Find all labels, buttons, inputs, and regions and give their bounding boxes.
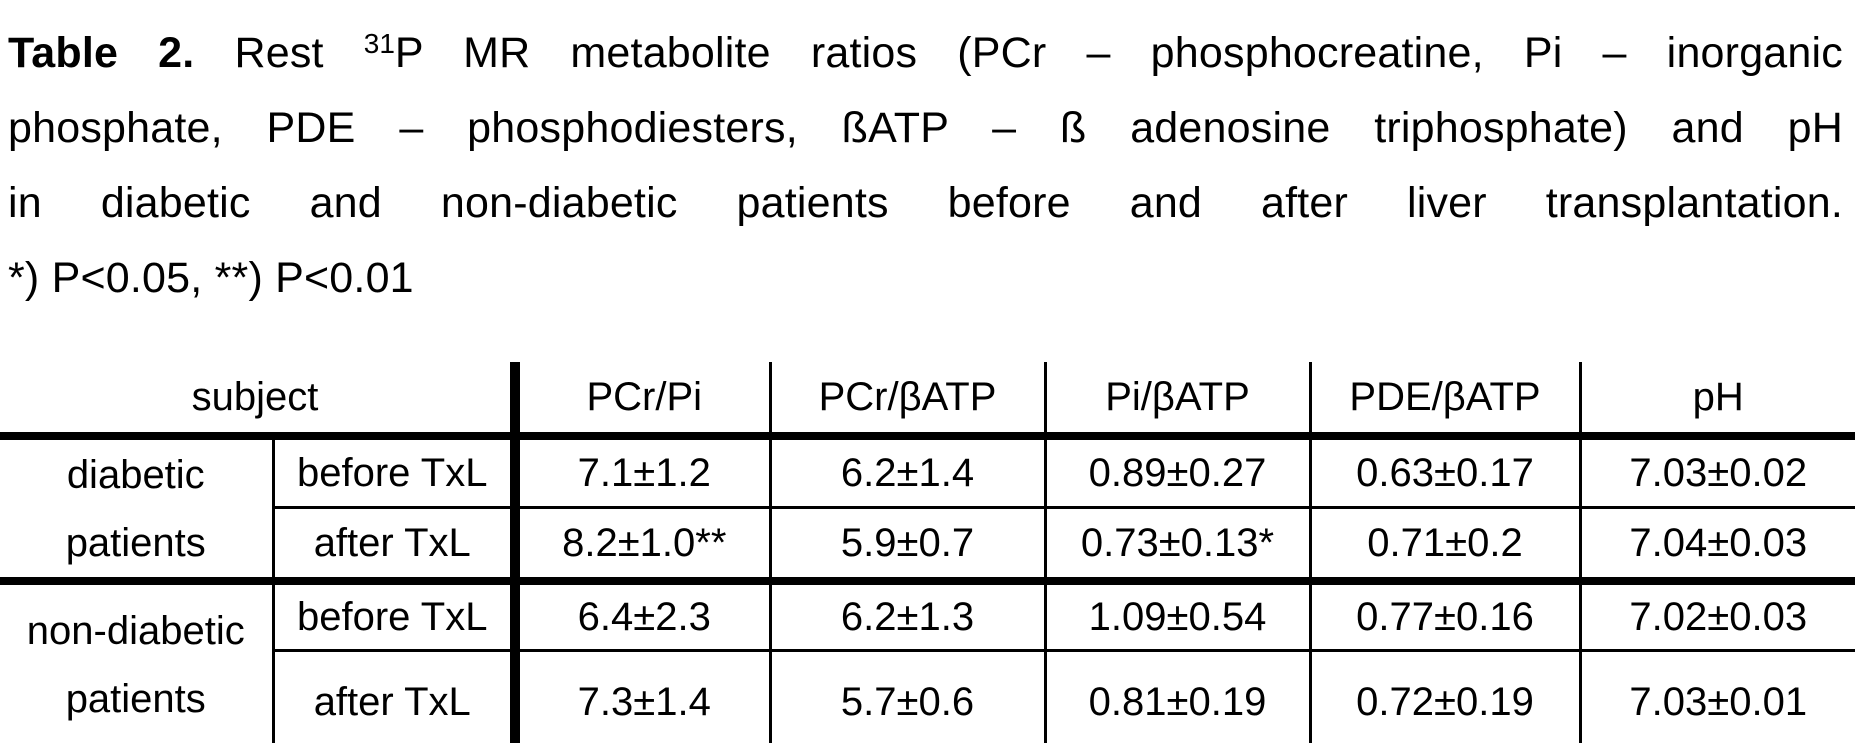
value-cell-pcr-batp: 5.7±0.6 (768, 650, 1045, 743)
condition-cell: after TxL (271, 507, 515, 585)
caption-text-post-superscript: P MR metabolite ratios (PCr – phosphocre… (394, 29, 1843, 77)
value-cell-pde-batp: 0.77±0.16 (1308, 581, 1580, 652)
group-name-line: patients (65, 676, 206, 721)
table-caption: Table 2. Rest 31P MR metabolite ratios (… (0, 0, 1855, 316)
value-cell-pde-batp: 0.72±0.19 (1308, 650, 1580, 743)
column-header-ph: pH (1578, 362, 1855, 440)
condition-cell: after TxL (271, 650, 515, 743)
column-header-pi-batp: Pi/βATP (1043, 362, 1310, 440)
caption-line-2: phosphate, PDE – phosphodiesters, ßATP –… (8, 104, 1843, 152)
group-name-line: diabetic (66, 452, 205, 497)
value-cell-pi-batp: 1.09±0.54 (1043, 581, 1310, 652)
condition-cell: before TxL (271, 581, 515, 652)
caption-label: Table 2. (8, 29, 195, 77)
caption-line-1: Table 2. Rest 31P MR metabolite ratios (… (8, 6, 1843, 91)
caption-isotope-superscript: 31 (363, 28, 395, 59)
group-name-line: patients (65, 520, 206, 565)
value-cell-ph: 7.04±0.03 (1578, 507, 1855, 585)
value-cell-pde-batp: 0.63±0.17 (1308, 436, 1580, 509)
caption-line-3: in diabetic and non-diabetic patients be… (8, 179, 1843, 227)
column-header-pcr-batp: PCr/βATP (768, 362, 1045, 440)
column-header-subject: subject (0, 362, 515, 440)
caption-text-pre-superscript: Rest (194, 29, 364, 77)
value-cell-ph: 7.02±0.03 (1578, 581, 1855, 652)
table-row-diabetic-after: after TxL 8.2±1.0** 5.9±0.7 0.73±0.13* 0… (0, 507, 1855, 585)
value-cell-pcr-pi: 8.2±1.0** (510, 507, 770, 585)
table-row-diabetic-before: diabetic patients before TxL 7.1±1.2 6.2… (0, 436, 1855, 585)
table-row-nondiabetic-after: after TxL 7.3±1.4 5.7±0.6 0.81±0.19 0.72… (0, 650, 1855, 743)
value-cell-pcr-pi: 7.1±1.2 (510, 436, 770, 509)
value-cell-pde-batp: 0.71±0.2 (1308, 507, 1580, 585)
column-header-pcr-pi: PCr/Pi (510, 362, 770, 440)
condition-cell: before TxL (271, 436, 515, 509)
value-cell-pcr-batp: 6.2±1.4 (768, 436, 1045, 509)
value-cell-pcr-pi: 7.3±1.4 (510, 650, 770, 743)
value-cell-pi-batp: 0.73±0.13* (1043, 507, 1310, 585)
value-cell-pcr-pi: 6.4±2.3 (510, 581, 770, 652)
header-row: subject PCr/Pi PCr/βATP Pi/βATP PDE/βATP… (0, 362, 1855, 440)
value-cell-pi-batp: 0.89±0.27 (1043, 436, 1310, 509)
value-cell-pcr-batp: 5.9±0.7 (768, 507, 1045, 585)
value-cell-pi-batp: 0.81±0.19 (1043, 650, 1310, 743)
metabolite-ratios-table: subject PCr/Pi PCr/βATP Pi/βATP PDE/βATP… (0, 362, 1855, 743)
value-cell-pcr-batp: 6.2±1.3 (768, 581, 1045, 652)
value-cell-ph: 7.03±0.02 (1578, 436, 1855, 509)
group-name-nondiabetic-patients: non-diabetic patients (0, 581, 273, 743)
table-row-nondiabetic-before: non-diabetic patients before TxL 6.4±2.3… (0, 581, 1855, 721)
value-cell-ph: 7.03±0.01 (1578, 650, 1855, 743)
column-header-pde-batp: PDE/βATP (1308, 362, 1580, 440)
group-name-diabetic-patients: diabetic patients (0, 436, 273, 585)
caption-footnote: *) P<0.05, **) P<0.01 (8, 254, 414, 302)
group-name-line: non-diabetic (26, 608, 245, 653)
